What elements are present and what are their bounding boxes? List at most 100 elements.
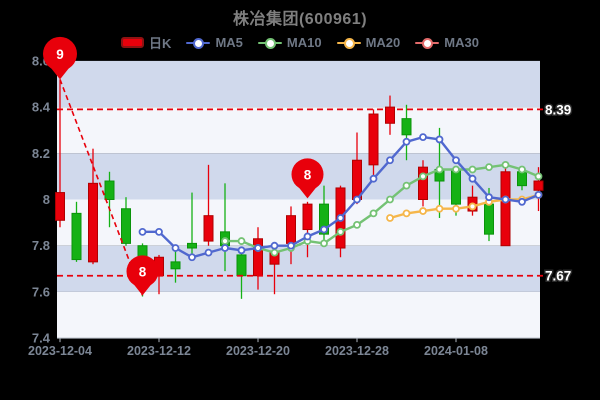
ma5-point xyxy=(336,214,345,222)
ma5-point xyxy=(221,244,229,252)
candle-body-2023-12-26[interactable] xyxy=(319,203,329,235)
candle-body-2023-12-05[interactable] xyxy=(71,212,82,261)
chart-legend: 日K MA5 MA10 MA20 MA30 xyxy=(0,33,600,52)
candle-body-2023-12-07[interactable] xyxy=(104,180,115,201)
candle-body-2024-01-03[interactable] xyxy=(401,118,412,136)
ma5-point xyxy=(270,241,279,250)
candle-body-2024-01-11[interactable] xyxy=(500,171,511,247)
ma10-point xyxy=(369,209,378,218)
y-axis-label: 8.4 xyxy=(32,100,51,115)
ma20-point xyxy=(419,207,427,215)
candle-body-2024-01-15[interactable] xyxy=(533,180,544,191)
ma5-point xyxy=(386,156,394,165)
reference-line-label: 8.39 xyxy=(545,102,571,117)
candle-body-2023-12-04[interactable] xyxy=(55,192,65,221)
ma5-point xyxy=(138,227,147,236)
reference-line-label: 7.67 xyxy=(545,269,571,284)
ma5-point xyxy=(237,246,246,255)
candle-body-2024-01-04[interactable] xyxy=(418,166,428,201)
candle-body-2023-12-13[interactable] xyxy=(170,261,181,270)
ma5-point xyxy=(485,193,493,202)
ma5-point xyxy=(452,156,460,165)
legend-item-ma5[interactable]: MA5 xyxy=(186,35,243,50)
ma10-point xyxy=(237,237,246,245)
ma10-legend-marker-icon xyxy=(257,37,282,49)
candle-body-2024-01-02[interactable] xyxy=(385,106,395,124)
ma20-point xyxy=(468,202,477,211)
ma5-point xyxy=(518,197,526,206)
marker-pin-label: 8 xyxy=(139,264,147,279)
legend-label: MA5 xyxy=(215,35,243,50)
candle-body-2023-12-06[interactable] xyxy=(88,182,98,263)
candle-body-2023-12-22[interactable] xyxy=(286,215,296,244)
ma20-point xyxy=(386,214,394,222)
ma20-point xyxy=(402,209,411,218)
candle-body-2023-12-14[interactable] xyxy=(187,242,197,249)
ma20-point xyxy=(435,204,444,213)
candle-body-2023-12-19[interactable] xyxy=(236,254,247,277)
chart-title: 株冶集团(600961) xyxy=(232,11,368,28)
ma5-point xyxy=(501,195,510,204)
legend-item-kline[interactable]: 日K xyxy=(121,33,171,52)
ma10-point xyxy=(419,172,427,181)
ma5-point xyxy=(353,195,361,204)
ma10-point xyxy=(270,248,279,257)
marker-pin[interactable] xyxy=(291,158,324,191)
ma5-point xyxy=(468,174,477,183)
ma5-point xyxy=(188,253,196,262)
legend-label: 日K xyxy=(149,36,172,51)
ma10-point xyxy=(452,165,460,174)
marker-pin[interactable] xyxy=(43,36,77,71)
marker-pin-label: 8 xyxy=(304,167,312,182)
ma10-point xyxy=(435,165,444,174)
candle-body-2023-12-08[interactable] xyxy=(121,208,131,244)
ma5-point xyxy=(155,227,163,236)
ma5-point xyxy=(419,133,427,142)
ma10-point xyxy=(221,237,229,245)
x-axis-label: 2024-01-08 xyxy=(424,344,488,358)
candle-body-2024-01-08[interactable] xyxy=(451,168,461,205)
ma5-point xyxy=(435,135,444,144)
ma5-point xyxy=(534,190,543,199)
legend-item-ma20[interactable]: MA20 xyxy=(336,35,401,50)
ma10-point xyxy=(485,163,493,172)
ma5-legend-marker-icon xyxy=(186,37,211,49)
candle-body-2023-12-29[interactable] xyxy=(368,113,379,166)
y-axis-label: 7.6 xyxy=(32,284,50,299)
candle-body-2023-12-15[interactable] xyxy=(203,215,214,242)
legend-label: MA20 xyxy=(365,35,401,50)
ma10-point xyxy=(534,172,543,181)
ma10-point xyxy=(336,227,345,236)
y-axis-label: 8 xyxy=(43,192,50,207)
marker-pin-label: 9 xyxy=(56,47,64,62)
ma5-point xyxy=(402,137,411,146)
plot-band xyxy=(57,291,540,339)
ma10-point xyxy=(353,221,361,229)
legend-item-ma10[interactable]: MA10 xyxy=(257,35,322,50)
plot-band xyxy=(57,107,540,154)
candle-body-2024-01-12[interactable] xyxy=(517,171,527,187)
kline-legend-swatch-icon xyxy=(121,37,145,48)
x-axis-label: 2023-12-28 xyxy=(325,344,389,358)
y-axis-label: 8.2 xyxy=(32,146,50,161)
x-axis-label: 2023-12-12 xyxy=(127,344,191,358)
candle-body-2023-12-25[interactable] xyxy=(302,203,313,231)
ma5-point xyxy=(204,248,213,257)
ma5-point xyxy=(287,241,295,250)
candle-body-2024-01-10[interactable] xyxy=(484,203,494,235)
ma30-legend-marker-icon xyxy=(415,37,440,49)
marker-pin[interactable] xyxy=(126,255,159,288)
ma5-point xyxy=(369,174,378,183)
ma5-point xyxy=(171,244,180,252)
annotation-trend-line xyxy=(59,79,144,296)
y-axis-label: 7.4 xyxy=(32,331,51,346)
ma10-point xyxy=(501,160,510,169)
ma20-point xyxy=(452,204,460,213)
ma5-point xyxy=(254,244,262,252)
ma10-point xyxy=(468,165,477,174)
y-axis-label: 7.8 xyxy=(32,238,50,253)
legend-item-ma30[interactable]: MA30 xyxy=(415,35,479,50)
legend-label: MA30 xyxy=(444,35,479,50)
